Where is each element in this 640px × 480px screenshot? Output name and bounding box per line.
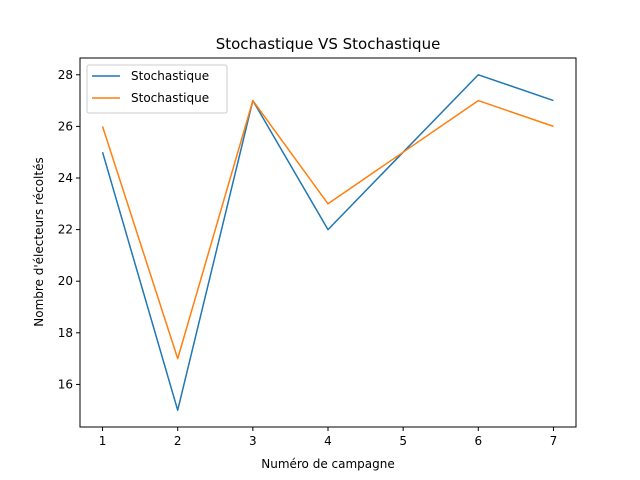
plot-area: 1 2 3 4 5 6 7 16 18 20 22 24 26 28: [58, 57, 577, 448]
x-tick-label: 7: [550, 434, 558, 448]
y-tick-label: 22: [58, 223, 73, 237]
y-tick-label: 18: [58, 326, 73, 340]
x-tick-label: 1: [99, 434, 107, 448]
series-line-1: [101, 74, 554, 411]
chart-title: Stochastique VS Stochastique: [216, 35, 441, 53]
y-tick-label: 16: [58, 377, 73, 391]
y-tick-label: 24: [58, 171, 73, 185]
legend-label-2: Stochastique: [131, 91, 209, 105]
x-tick-label: 5: [399, 434, 407, 448]
x-tick-label: 3: [249, 434, 257, 448]
x-tick-label: 6: [474, 434, 482, 448]
y-tick-label: 26: [58, 119, 73, 133]
legend: Stochastique Stochastique: [86, 64, 228, 114]
y-axis-label: Nombre d'électeurs récoltés: [32, 157, 46, 326]
series-line-2: [101, 99, 554, 360]
y-axis: 16 18 20 22 24 26 28: [58, 68, 80, 391]
y-tick-label: 20: [58, 274, 73, 288]
x-axis: 1 2 3 4 5 6 7: [99, 427, 558, 448]
y-tick-label: 28: [58, 68, 73, 82]
series-group: [101, 74, 554, 411]
x-tick-label: 2: [174, 434, 182, 448]
x-axis-label: Numéro de campagne: [261, 457, 395, 471]
legend-label-1: Stochastique: [131, 69, 209, 83]
legend-box: [86, 64, 228, 114]
x-tick-label: 4: [324, 434, 332, 448]
